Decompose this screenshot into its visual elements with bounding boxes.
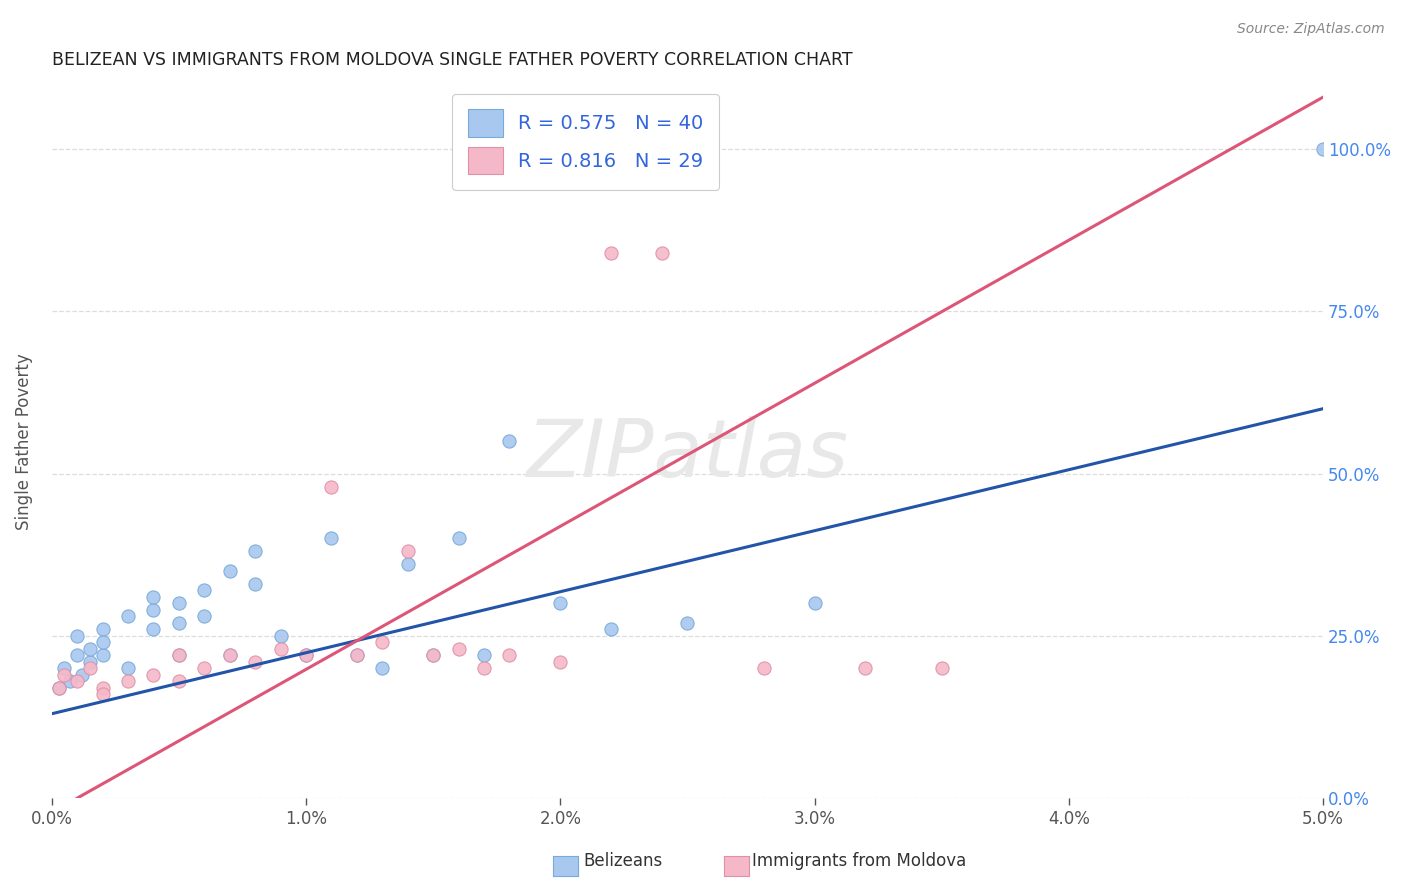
Point [167, 648, 190, 663]
Point [48, 681, 70, 695]
Point [142, 590, 165, 604]
Point [53, 661, 76, 675]
Point [498, 648, 520, 663]
Point [550, 655, 572, 669]
Point [91, 681, 114, 695]
Point [142, 603, 165, 617]
Point [218, 564, 240, 578]
Point [803, 596, 825, 610]
Text: ZIPatlas: ZIPatlas [526, 417, 848, 494]
Point [117, 674, 139, 689]
Point [498, 434, 520, 449]
Point [167, 615, 190, 630]
Text: Belizeans: Belizeans [583, 852, 662, 870]
Point [321, 532, 343, 546]
Point [193, 583, 215, 598]
Point [218, 648, 240, 663]
Point [346, 648, 368, 663]
Point [79, 655, 101, 669]
Point [58, 674, 80, 689]
Point [371, 661, 394, 675]
Point [66, 674, 89, 689]
Point [91, 623, 114, 637]
Point [447, 641, 470, 656]
Point [931, 661, 953, 675]
Point [295, 648, 318, 663]
Point [346, 648, 368, 663]
Point [550, 596, 572, 610]
Text: Source: ZipAtlas.com: Source: ZipAtlas.com [1237, 22, 1385, 37]
Point [48, 681, 70, 695]
Point [447, 532, 470, 546]
Point [676, 615, 699, 630]
Point [142, 623, 165, 637]
Point [396, 558, 419, 572]
Point [600, 246, 623, 260]
Point [243, 655, 266, 669]
Point [167, 648, 190, 663]
Point [53, 668, 76, 682]
Point [79, 661, 101, 675]
Point [91, 687, 114, 701]
Point [396, 544, 419, 558]
Point [651, 246, 673, 260]
Point [91, 648, 114, 663]
Point [167, 674, 190, 689]
Point [600, 623, 623, 637]
Point [66, 648, 89, 663]
Point [371, 635, 394, 649]
Point [295, 648, 318, 663]
Point [193, 609, 215, 624]
Point [422, 648, 444, 663]
Point [66, 629, 89, 643]
Point [167, 596, 190, 610]
Point [270, 629, 292, 643]
Point [270, 641, 292, 656]
Point [193, 661, 215, 675]
Legend: R = 0.575   N = 40, R = 0.816   N = 29: R = 0.575 N = 40, R = 0.816 N = 29 [453, 94, 720, 190]
Point [752, 661, 775, 675]
Point [117, 609, 139, 624]
Text: Immigrants from Moldova: Immigrants from Moldova [752, 852, 966, 870]
Point [72, 668, 94, 682]
Point [218, 648, 240, 663]
Point [321, 479, 343, 493]
Point [1312, 142, 1334, 156]
Text: BELIZEAN VS IMMIGRANTS FROM MOLDOVA SINGLE FATHER POVERTY CORRELATION CHART: BELIZEAN VS IMMIGRANTS FROM MOLDOVA SING… [52, 51, 852, 69]
Point [243, 544, 266, 558]
Point [855, 661, 877, 675]
Point [117, 661, 139, 675]
Point [243, 577, 266, 591]
Point [79, 641, 101, 656]
Point [472, 648, 495, 663]
Point [422, 648, 444, 663]
Point [472, 661, 495, 675]
Y-axis label: Single Father Poverty: Single Father Poverty [15, 352, 32, 530]
Point [91, 635, 114, 649]
Point [142, 668, 165, 682]
